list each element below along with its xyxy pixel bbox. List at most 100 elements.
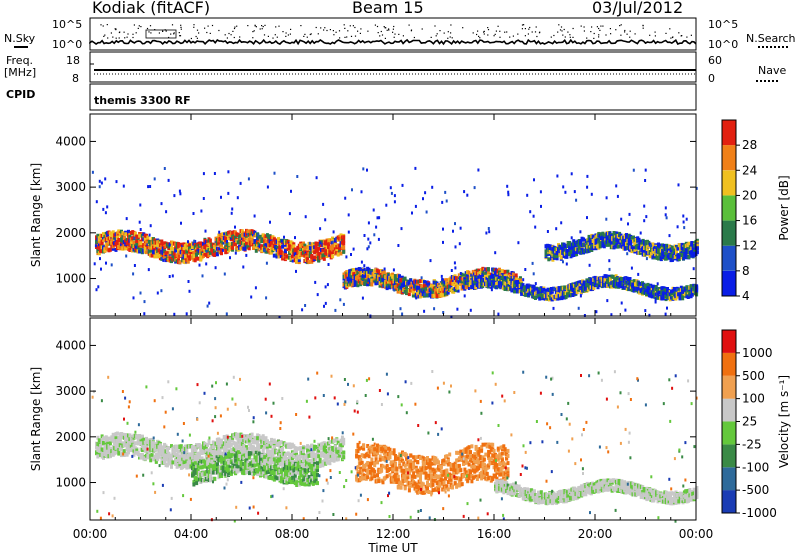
echo-cell bbox=[681, 296, 685, 301]
echo-speckle bbox=[425, 210, 428, 214]
nsearch-dot bbox=[285, 32, 287, 34]
echo-cell bbox=[242, 241, 246, 245]
nsearch-dot bbox=[289, 33, 291, 35]
nsearch-dot bbox=[620, 34, 622, 36]
nsearch-dot bbox=[642, 27, 644, 29]
echo-speckle bbox=[444, 190, 447, 194]
nsearch-dot bbox=[267, 35, 269, 37]
echo-cell bbox=[486, 270, 490, 275]
echo-speckle bbox=[326, 283, 329, 287]
echo-cell bbox=[207, 253, 211, 257]
nsearch-dot bbox=[326, 29, 328, 32]
echo-speckle bbox=[202, 197, 205, 200]
colorbar-segment bbox=[722, 145, 736, 171]
echo-cell bbox=[108, 247, 112, 252]
nsearch-dot bbox=[487, 34, 489, 36]
nsearch-dot bbox=[149, 25, 152, 27]
echo-speckle bbox=[160, 257, 163, 261]
echo-speckle bbox=[506, 184, 509, 188]
nsearch-dot bbox=[634, 33, 636, 35]
echo-cell bbox=[117, 451, 121, 456]
echo-cell bbox=[125, 437, 129, 442]
echo-speckle bbox=[95, 200, 98, 204]
nsearch-dot bbox=[209, 32, 211, 34]
nsearch-dot bbox=[343, 24, 345, 26]
echo-cell bbox=[302, 241, 305, 246]
y-axis-label: Slant Range [km] bbox=[29, 163, 43, 267]
echo-speckle bbox=[414, 204, 417, 208]
echo-speckle bbox=[100, 181, 103, 185]
nsearch-dot bbox=[497, 25, 499, 27]
echo-cell bbox=[505, 274, 508, 279]
echo-cell bbox=[382, 270, 386, 275]
echo-speckle bbox=[185, 312, 188, 316]
freq-panel-frame bbox=[89, 51, 697, 83]
echo-cell bbox=[598, 244, 602, 249]
echo-cell bbox=[484, 272, 488, 276]
nsearch-dot bbox=[239, 36, 241, 38]
nsearch-dot bbox=[598, 27, 600, 30]
beam-title: Beam 15 bbox=[352, 0, 424, 17]
echo-speckle bbox=[401, 183, 404, 187]
nsearch-dot bbox=[534, 31, 537, 33]
echo-cell bbox=[510, 278, 514, 283]
echo-cell bbox=[142, 444, 146, 449]
nsearch-dot bbox=[450, 24, 452, 26]
echo-cell bbox=[189, 248, 193, 253]
echo-speckle bbox=[201, 274, 204, 278]
echo-cell bbox=[122, 236, 126, 241]
echo-speckle bbox=[385, 203, 388, 207]
echo-cell bbox=[622, 239, 626, 243]
nsearch-dot bbox=[106, 24, 108, 26]
echo-cell bbox=[681, 293, 685, 298]
nsearch-dot bbox=[252, 37, 254, 39]
echo-cell bbox=[616, 244, 620, 249]
echo-cell bbox=[225, 241, 229, 246]
echo-speckle bbox=[324, 301, 327, 305]
nsearch-dot bbox=[140, 26, 142, 28]
echo-speckle bbox=[342, 302, 345, 306]
nsearch-dot bbox=[309, 33, 311, 36]
nsearch-dot bbox=[335, 31, 337, 33]
colorbar-tick-label: 28 bbox=[742, 138, 757, 152]
echo-speckle bbox=[223, 232, 226, 236]
nsearch-dot bbox=[228, 32, 230, 35]
echo-speckle bbox=[168, 275, 171, 278]
echo-cell bbox=[661, 296, 665, 301]
echo-cell bbox=[328, 248, 332, 253]
echo-cell bbox=[100, 241, 104, 245]
echo-speckle bbox=[168, 243, 171, 247]
nsearch-dot bbox=[539, 31, 541, 33]
echo-cell bbox=[654, 285, 658, 289]
echo-cell bbox=[124, 246, 128, 251]
echo-speckle bbox=[377, 237, 380, 241]
echo-speckle bbox=[390, 191, 393, 195]
echo-speckle bbox=[153, 177, 156, 181]
echo-speckle bbox=[378, 216, 381, 220]
echo-cell bbox=[188, 246, 192, 251]
nsky-label: N.Sky bbox=[4, 32, 36, 45]
nsearch-dot bbox=[346, 36, 348, 38]
echo-speckle bbox=[570, 236, 573, 240]
nsearch-dot bbox=[211, 24, 214, 27]
echo-cell bbox=[289, 256, 293, 261]
nave-tick-top: 60 bbox=[708, 54, 722, 67]
echo-cell bbox=[320, 240, 323, 245]
echo-cell bbox=[224, 238, 228, 243]
echo-cell bbox=[331, 254, 335, 259]
colorbar-tick-label: 8 bbox=[742, 264, 750, 278]
echo-speckle bbox=[322, 202, 325, 206]
echo-speckle bbox=[280, 239, 283, 243]
echo-cell bbox=[153, 244, 157, 248]
nsearch-dot bbox=[193, 26, 195, 28]
echo-speckle bbox=[373, 233, 376, 237]
echo-cell bbox=[233, 242, 237, 246]
echo-speckle bbox=[552, 306, 555, 310]
echo-speckle bbox=[283, 235, 285, 239]
echo-cell bbox=[342, 249, 346, 254]
echo-cell bbox=[127, 229, 130, 234]
echo-speckle bbox=[610, 313, 613, 317]
nsearch-dot bbox=[168, 36, 170, 39]
nsearch-dot bbox=[179, 35, 181, 37]
nave-line bbox=[756, 80, 778, 82]
